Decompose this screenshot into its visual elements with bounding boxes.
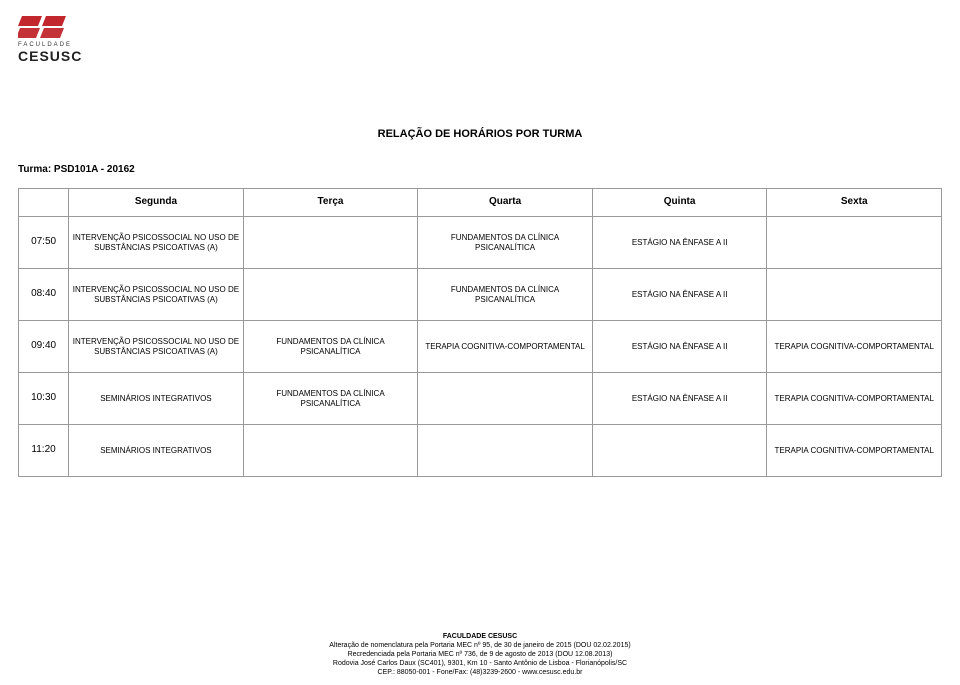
footer-line: Alteração de nomenclatura pela Portaria … [0, 641, 960, 650]
course-cell [592, 425, 767, 477]
course-cell [243, 269, 418, 321]
page-title: RELAÇÃO DE HORÁRIOS POR TURMA [0, 128, 960, 140]
header-time [19, 189, 69, 217]
table-row: 08:40 INTERVENÇÃO PSICOSSOCIAL NO USO DE… [19, 269, 942, 321]
course-cell: INTERVENÇÃO PSICOSSOCIAL NO USO DE SUBST… [69, 269, 244, 321]
header-row: Segunda Terça Quarta Quinta Sexta [19, 189, 942, 217]
course-cell [418, 425, 593, 477]
schedule-table: Segunda Terça Quarta Quinta Sexta 07:50 … [18, 188, 942, 477]
course-cell [767, 269, 942, 321]
course-cell: TERAPIA COGNITIVA-COMPORTAMENTAL [767, 425, 942, 477]
header-day-mon: Segunda [69, 189, 244, 217]
footer-line: Rodovia José Carlos Daux (SC401), 9301, … [0, 659, 960, 668]
course-cell [767, 217, 942, 269]
course-cell: ESTÁGIO NA ÊNFASE A II [592, 269, 767, 321]
course-cell: INTERVENÇÃO PSICOSSOCIAL NO USO DE SUBST… [69, 321, 244, 373]
course-cell [418, 373, 593, 425]
course-cell: FUNDAMENTOS DA CLÍNICA PSICANALÍTICA [243, 321, 418, 373]
time-cell: 09:40 [19, 321, 69, 373]
header-day-tue: Terça [243, 189, 418, 217]
footer-line: CEP.: 88050-001 - Fone/Fax: (48)3239-260… [0, 668, 960, 677]
table-row: 07:50 INTERVENÇÃO PSICOSSOCIAL NO USO DE… [19, 217, 942, 269]
course-cell: INTERVENÇÃO PSICOSSOCIAL NO USO DE SUBST… [69, 217, 244, 269]
header-day-fri: Sexta [767, 189, 942, 217]
footer-line: Recredenciada pela Portaria MEC nº 736, … [0, 650, 960, 659]
course-cell: FUNDAMENTOS DA CLÍNICA PSICANALÍTICA [418, 217, 593, 269]
course-cell: TERAPIA COGNITIVA-COMPORTAMENTAL [418, 321, 593, 373]
table-row: 11:20 SEMINÁRIOS INTEGRATIVOS TERAPIA CO… [19, 425, 942, 477]
course-cell: SEMINÁRIOS INTEGRATIVOS [69, 425, 244, 477]
time-cell: 10:30 [19, 373, 69, 425]
schedule-body: 07:50 INTERVENÇÃO PSICOSSOCIAL NO USO DE… [19, 217, 942, 477]
table-row: 10:30 SEMINÁRIOS INTEGRATIVOS FUNDAMENTO… [19, 373, 942, 425]
class-identifier: Turma: PSD101A - 20162 [18, 164, 135, 175]
time-cell: 11:20 [19, 425, 69, 477]
time-cell: 08:40 [19, 269, 69, 321]
course-cell [243, 217, 418, 269]
page-footer: FACULDADE CESUSC Alteração de nomenclatu… [0, 632, 960, 677]
header-day-wed: Quarta [418, 189, 593, 217]
course-cell [243, 425, 418, 477]
footer-line: FACULDADE CESUSC [0, 632, 960, 641]
course-cell: ESTÁGIO NA ÊNFASE A II [592, 373, 767, 425]
logo-text: FACULDADE CESUSC [18, 42, 82, 64]
institution-logo: FACULDADE CESUSC [18, 12, 82, 64]
course-cell: ESTÁGIO NA ÊNFASE A II [592, 321, 767, 373]
course-cell: ESTÁGIO NA ÊNFASE A II [592, 217, 767, 269]
course-cell: TERAPIA COGNITIVA-COMPORTAMENTAL [767, 321, 942, 373]
course-cell: SEMINÁRIOS INTEGRATIVOS [69, 373, 244, 425]
course-cell: FUNDAMENTOS DA CLÍNICA PSICANALÍTICA [418, 269, 593, 321]
course-cell: FUNDAMENTOS DA CLÍNICA PSICANALÍTICA [243, 373, 418, 425]
logo-mark [18, 12, 70, 40]
course-cell: TERAPIA COGNITIVA-COMPORTAMENTAL [767, 373, 942, 425]
header-day-thu: Quinta [592, 189, 767, 217]
table-row: 09:40 INTERVENÇÃO PSICOSSOCIAL NO USO DE… [19, 321, 942, 373]
logo-title: CESUSC [18, 48, 82, 64]
time-cell: 07:50 [19, 217, 69, 269]
